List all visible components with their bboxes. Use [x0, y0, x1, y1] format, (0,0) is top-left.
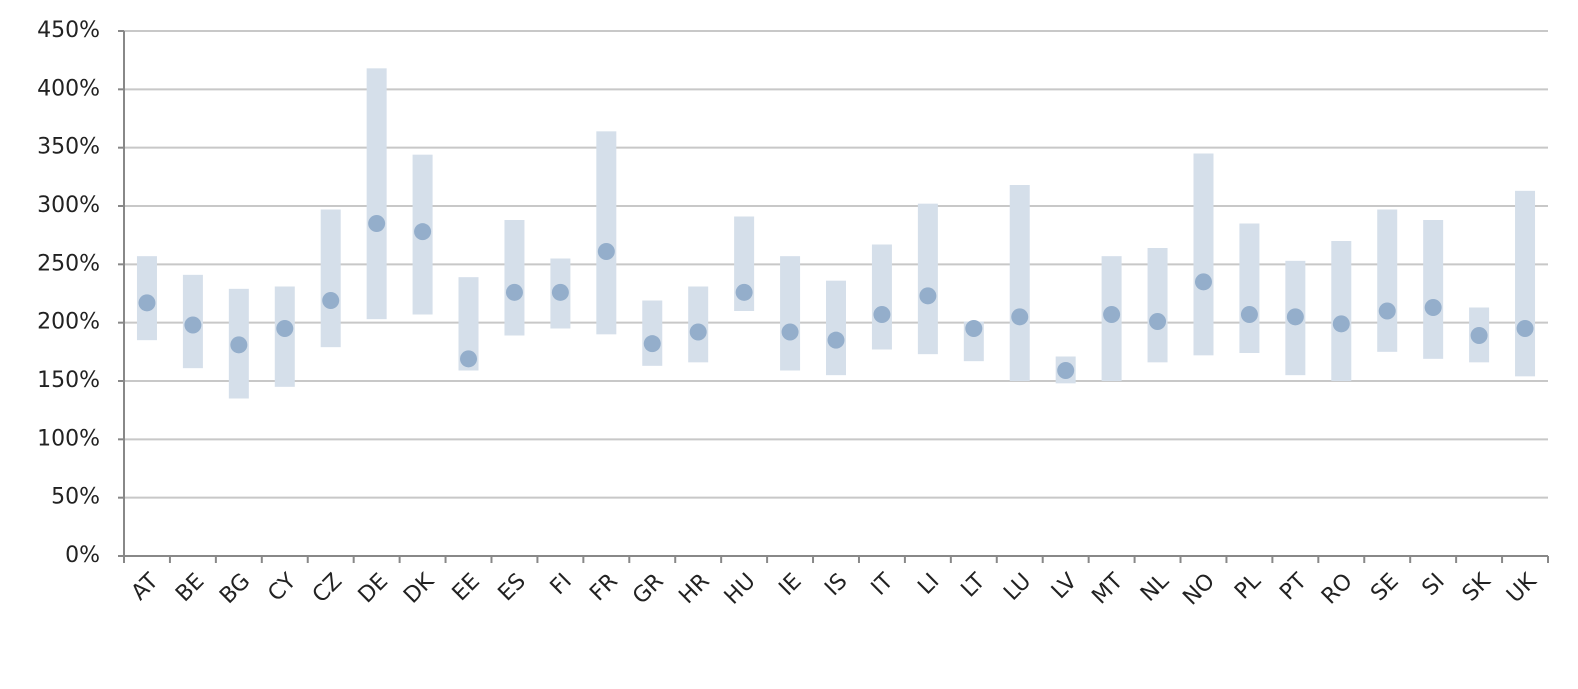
- range-bar: [1009, 185, 1030, 381]
- x-tick-label: MT: [1087, 568, 1128, 609]
- point: [735, 283, 753, 301]
- range-bar: [1147, 248, 1168, 363]
- x-tick-label: AT: [127, 568, 164, 605]
- x-tick-label: FI: [546, 569, 577, 600]
- x-tick-label: DK: [399, 568, 439, 608]
- point: [1011, 308, 1029, 326]
- point: [1424, 299, 1442, 316]
- point: [827, 331, 845, 349]
- x-tick-label: IE: [774, 569, 806, 601]
- point: [230, 336, 248, 354]
- range-bar: [780, 256, 801, 371]
- x-tick-label: LI: [913, 569, 944, 600]
- range-bar: [642, 300, 663, 366]
- y-tick-label: 400%: [37, 76, 100, 101]
- range-bar: [458, 277, 479, 371]
- point: [1103, 306, 1121, 323]
- point: [1240, 306, 1258, 323]
- x-tick-label: BG: [215, 569, 255, 609]
- range-bar: [366, 68, 387, 320]
- point: [1286, 308, 1304, 326]
- point: [368, 215, 386, 232]
- point: [184, 316, 202, 334]
- range-bar: [826, 280, 846, 376]
- point: [965, 320, 983, 337]
- point: [873, 306, 891, 323]
- x-tick-label: CY: [263, 568, 301, 606]
- point: [505, 283, 523, 301]
- range-bar: [1377, 209, 1398, 352]
- point: [1332, 315, 1350, 333]
- point: [1057, 362, 1075, 379]
- x-tick-label: PL: [1230, 568, 1266, 604]
- y-tick-label: 250%: [37, 251, 100, 276]
- point: [919, 287, 937, 305]
- x-tick-label: FR: [585, 569, 622, 606]
- y-tick-label: 150%: [37, 368, 100, 393]
- x-tick-label: SI: [1418, 569, 1450, 601]
- x-tick-label: HR: [674, 569, 714, 609]
- x-tick-label: IS: [820, 569, 852, 601]
- point: [1194, 273, 1212, 291]
- point: [414, 223, 432, 241]
- range-bar: [1423, 220, 1444, 359]
- x-tick-label: LU: [999, 569, 1036, 606]
- y-tick-label: 350%: [37, 135, 100, 160]
- y-tick-label: 450%: [37, 18, 100, 43]
- point: [1516, 320, 1534, 337]
- point: [138, 294, 156, 312]
- y-tick-label: 300%: [37, 193, 100, 218]
- x-tick-label: DE: [354, 569, 393, 608]
- y-tick-label: 100%: [37, 426, 100, 451]
- x-tick-label: UK: [1502, 568, 1542, 608]
- point: [597, 243, 615, 260]
- point: [689, 323, 707, 341]
- point: [643, 335, 661, 353]
- x-tick-label: SE: [1366, 569, 1403, 606]
- range-bar: [1239, 223, 1260, 353]
- range-bar: [320, 209, 341, 348]
- x-tick-label: BE: [171, 569, 209, 607]
- y-tick-label: 50%: [51, 485, 100, 510]
- point: [1149, 313, 1167, 330]
- x-tick-label: NL: [1136, 568, 1175, 607]
- x-tick-label: LV: [1047, 569, 1082, 604]
- range-bar: [596, 131, 617, 335]
- x-tick-label: GR: [628, 569, 669, 610]
- range-bar: [504, 220, 525, 336]
- x-tick-label: CZ: [308, 569, 347, 608]
- range-bar: [871, 244, 892, 350]
- x-tick-label: EE: [448, 569, 485, 606]
- range-bar: [1193, 153, 1214, 356]
- x-tick-label: NO: [1178, 569, 1220, 611]
- range-bar: [1331, 241, 1352, 381]
- point: [781, 323, 799, 341]
- x-tick-label: IT: [867, 568, 899, 600]
- range-bar: [1515, 190, 1536, 377]
- range-bar: [917, 203, 938, 355]
- x-tick-label: HU: [720, 569, 761, 610]
- point: [1470, 327, 1488, 344]
- x-tick-label: SK: [1458, 568, 1496, 606]
- x-tick-label: PT: [1275, 568, 1312, 605]
- point: [551, 283, 569, 301]
- point: [1378, 302, 1396, 320]
- point: [460, 350, 478, 368]
- x-tick-label: RO: [1317, 569, 1358, 610]
- point: [322, 292, 340, 309]
- y-tick-label: 0%: [65, 543, 100, 568]
- x-tick-label: LT: [957, 568, 991, 602]
- x-tick-label: ES: [494, 569, 531, 606]
- y-tick-label: 200%: [37, 310, 100, 335]
- point: [276, 320, 294, 337]
